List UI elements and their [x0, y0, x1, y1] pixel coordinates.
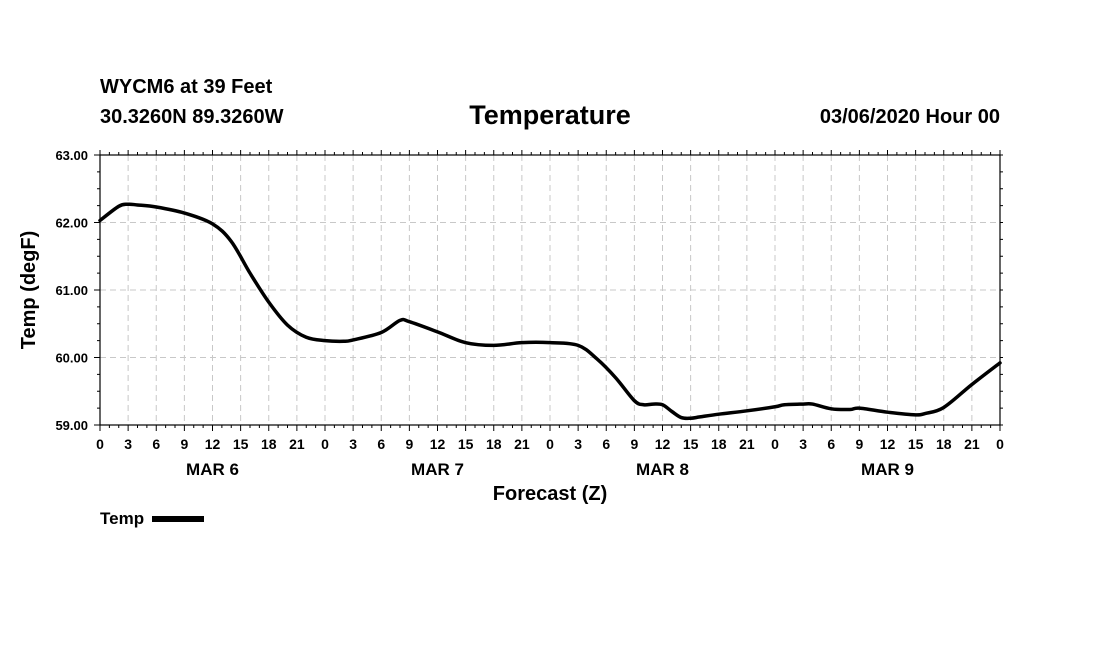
x-tick-label: 3	[349, 436, 357, 452]
legend-label-temp: Temp	[100, 509, 145, 528]
y-tick-label: 61.00	[55, 283, 88, 298]
x-tick-label: 3	[124, 436, 132, 452]
x-tick-label: 3	[574, 436, 582, 452]
day-label: MAR 8	[636, 460, 689, 479]
y-tick-label: 62.00	[55, 216, 88, 231]
y-tick-label: 60.00	[55, 351, 88, 366]
x-tick-label: 9	[630, 436, 638, 452]
forecast-run-time: 03/06/2020 Hour 00	[819, 106, 1000, 128]
x-tick-label: 12	[880, 436, 896, 452]
x-tick-label: 12	[205, 436, 221, 452]
legend-swatch-temp	[152, 516, 205, 522]
x-tick-label: 18	[936, 436, 952, 452]
x-tick-label: 6	[152, 436, 160, 452]
x-tick-label: 21	[964, 436, 980, 452]
x-tick-label: 9	[405, 436, 413, 452]
x-tick-label: 3	[799, 436, 807, 452]
day-label: MAR 6	[186, 460, 239, 479]
y-tick-labels: 59.00 60.00 61.00 62.00 63.00	[55, 148, 88, 433]
x-tick-label: 6	[377, 436, 385, 452]
x-tick-label: 0	[996, 436, 1004, 452]
y-tick-label: 59.00	[55, 418, 88, 433]
x-tick-label: 21	[739, 436, 755, 452]
x-tick-label: 6	[827, 436, 835, 452]
grid-lines	[100, 155, 1000, 425]
x-tick-label: 9	[855, 436, 863, 452]
x-tick-label: 21	[289, 436, 305, 452]
x-tick-label: 0	[546, 436, 554, 452]
x-tick-label: 15	[233, 436, 249, 452]
x-tick-label: 18	[261, 436, 277, 452]
plot-frame	[99, 154, 1001, 426]
day-label: MAR 7	[411, 460, 464, 479]
day-labels: MAR 6 MAR 7 MAR 8 MAR 9	[186, 460, 914, 479]
x-tick-label: 12	[430, 436, 446, 452]
x-tick-label: 9	[180, 436, 188, 452]
x-tick-labels: 0 3 6 9 12 15 18 21 0 3 6 9 12 15 18 21 0 3 6 9 12 15 18 21 0 3 6 9…	[96, 436, 1004, 452]
series-line-temp	[98, 202, 1002, 421]
x-tick-label: 0	[96, 436, 104, 452]
x-tick-label: 0	[771, 436, 779, 452]
y-tick-label: 63.00	[55, 148, 88, 163]
x-tick-label: 18	[711, 436, 727, 452]
x-tick-label: 15	[683, 436, 699, 452]
y-axis-label: Temp (degF)	[18, 231, 40, 350]
legend: Temp	[100, 509, 205, 529]
station-coordinates: 30.3260N 89.3260W	[100, 106, 284, 128]
day-label: MAR 9	[861, 460, 914, 479]
station-label: WYCM6 at 39 Feet	[100, 76, 273, 98]
chart-title: Temperature	[469, 100, 631, 130]
x-tick-label: 15	[458, 436, 474, 452]
x-tick-label: 0	[321, 436, 329, 452]
x-tick-label: 18	[486, 436, 502, 452]
x-tick-label: 6	[602, 436, 610, 452]
x-tick-label: 21	[514, 436, 530, 452]
x-tick-label: 12	[655, 436, 671, 452]
x-tick-label: 15	[908, 436, 924, 452]
x-axis-label: Forecast (Z)	[493, 483, 607, 505]
